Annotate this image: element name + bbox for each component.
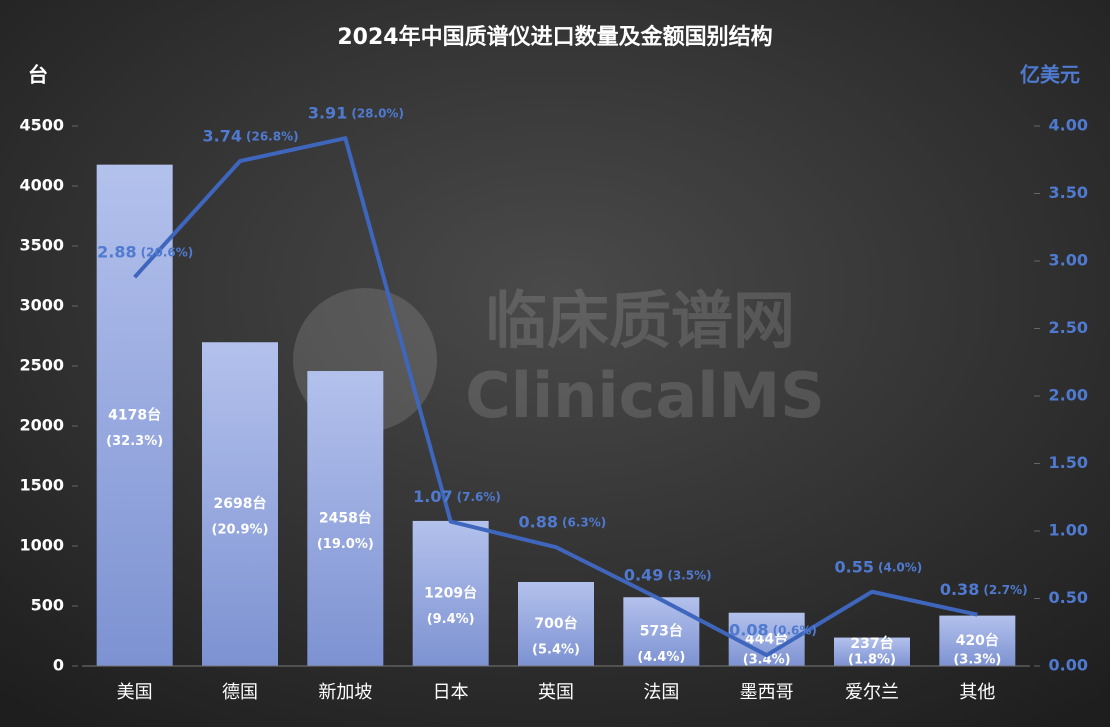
chart-title: 2024年中国质谱仪进口数量及金额国别结构	[337, 24, 772, 50]
bar-value-label: 700台	[534, 615, 577, 632]
y-tick-label: 3500	[19, 236, 64, 255]
x-tick-label: 新加坡	[318, 682, 372, 703]
bar-share-label: (3.4%)	[743, 653, 791, 668]
bar-share-label: (1.8%)	[848, 653, 896, 668]
y2-tick-label: 2.50	[1049, 318, 1088, 337]
line-share-label: (20.6%)	[141, 246, 194, 260]
line-share-label: (26.8%)	[246, 130, 299, 144]
y-tick-label: 4500	[19, 116, 64, 135]
line-share-label: (7.6%)	[457, 490, 501, 504]
bar	[834, 637, 910, 666]
line-share-label: (3.5%)	[667, 568, 711, 582]
y2-tick-label: 1.00	[1049, 521, 1088, 540]
y-tick-label: 0	[53, 656, 64, 675]
line-share-label: (0.6%)	[773, 624, 817, 638]
y2-tick-label: 1.50	[1049, 453, 1088, 472]
bar	[202, 342, 278, 666]
x-tick-label: 其他	[959, 682, 995, 703]
y-tick-label: 500	[31, 596, 64, 615]
bar-value-label: 2698台	[214, 495, 267, 512]
line	[133, 136, 978, 658]
y-tick-label: 4000	[19, 176, 64, 195]
line-value-label: 0.49	[624, 565, 663, 584]
bar-value-label: 420台	[956, 632, 999, 649]
y2-tick-label: 4.00	[1049, 116, 1088, 135]
line-value-label: 3.91	[308, 104, 347, 123]
line-share-label: (6.3%)	[562, 516, 606, 530]
line-value-label: 0.88	[519, 513, 558, 532]
line-value-label: 3.74	[203, 127, 242, 146]
bar-value-label: 1209台	[424, 584, 477, 601]
bar-share-label: (5.4%)	[532, 643, 580, 658]
bar	[307, 371, 384, 666]
y-tick-label: 3000	[19, 296, 64, 315]
line-value-label: 0.08	[729, 621, 768, 640]
x-tick-label: 日本	[433, 682, 469, 703]
y-axis-label: 台	[28, 63, 48, 87]
bar	[412, 520, 489, 666]
y-tick-label: 2500	[19, 356, 64, 375]
y2-tick-label: 3.50	[1049, 183, 1088, 202]
line-share-label: (2.7%)	[983, 583, 1027, 597]
bar-value-label: 444台	[745, 630, 788, 647]
bar-share-label: (9.4%)	[427, 612, 475, 627]
x-tick-label: 爱尔兰	[845, 682, 899, 703]
bar-share-label: (4.4%)	[637, 650, 685, 665]
y-tick-label: 1500	[19, 476, 64, 495]
bar-value-label: 2458台	[319, 510, 372, 527]
line-value-label: 0.38	[940, 580, 979, 599]
bar	[939, 615, 1016, 666]
bar-value-label: 573台	[640, 623, 683, 640]
line-value-label: 0.55	[835, 557, 874, 576]
bar-value-label: 237台	[850, 635, 893, 652]
x-tick-label: 法国	[643, 682, 679, 703]
bar-share-label: (19.0%)	[317, 537, 374, 552]
x-tick-label: 英国	[538, 682, 574, 703]
x-tick-label: 墨西哥	[740, 682, 794, 703]
line-value-label: 1.07	[413, 487, 452, 506]
y2-tick-label: 2.00	[1049, 386, 1088, 405]
watermark-text: ClinicalMS	[465, 359, 825, 432]
bar	[518, 582, 594, 666]
x-tick-label: 美国	[117, 682, 153, 703]
bar-share-label: (3.3%)	[953, 653, 1001, 668]
watermark-text: 临床质谱网	[485, 284, 795, 357]
bar-share-label: (20.9%)	[212, 523, 269, 538]
bar	[623, 597, 700, 666]
y2-tick-label: 0.00	[1049, 656, 1088, 675]
y2-tick-label: 0.50	[1049, 588, 1088, 607]
line-share-label: (28.0%)	[351, 107, 404, 121]
y2-axis-label: 亿美元	[1020, 63, 1080, 87]
bar-share-label: (32.3%)	[106, 434, 163, 449]
y2-tick-label: 3.00	[1049, 251, 1088, 270]
line-share-label: (4.0%)	[878, 560, 922, 574]
line-value-label: 2.88	[97, 243, 136, 262]
bar-value-label: 4178台	[108, 406, 161, 423]
y-tick-label: 1000	[19, 536, 64, 555]
y-tick-label: 2000	[19, 416, 64, 435]
x-tick-label: 德国	[222, 682, 258, 703]
